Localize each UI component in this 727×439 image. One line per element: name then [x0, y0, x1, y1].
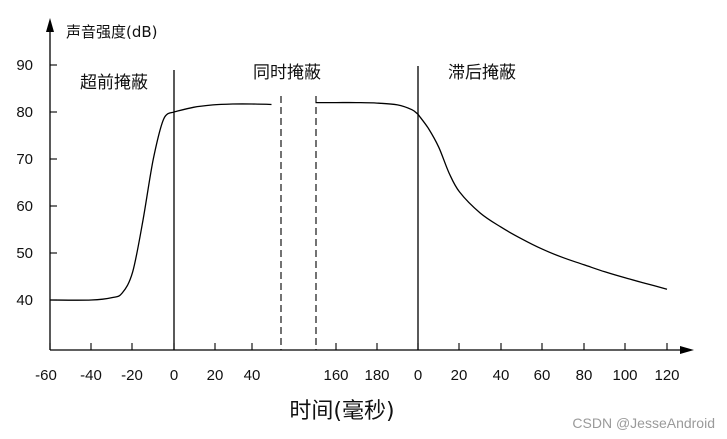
y-tick-label: 90: [16, 57, 33, 74]
region-label-pre: 超前掩蔽: [80, 73, 148, 93]
x-tick-label: -40: [80, 367, 102, 384]
masking-curve-post-3: [417, 113, 668, 290]
x-tick-label: 120: [654, 367, 679, 384]
x-tick-label: 180: [364, 367, 389, 384]
y-axis-arrow: [46, 18, 54, 32]
masking-curve-pre-0: [49, 111, 175, 301]
dividers: [173, 66, 419, 350]
x-tick-label: 20: [451, 367, 468, 384]
y-tick-label: 60: [16, 198, 33, 215]
x-tick-label: 20: [207, 367, 224, 384]
y-tick-label: 80: [16, 104, 33, 121]
series-group: [49, 101, 668, 301]
y-ticks: 40 50 60 70 80 90: [16, 57, 57, 309]
masking-curve-simul-2: [315, 101, 419, 115]
x-tick-label: 40: [244, 367, 261, 384]
x-axis-title: 时间(毫秒): [289, 399, 394, 424]
x-tick-label: -60: [35, 367, 57, 384]
masking-curve-simul-1: [173, 103, 272, 113]
y-tick-label: 70: [16, 151, 33, 168]
x-tick-label: 0: [414, 367, 422, 384]
region-label-post: 滞后掩蔽: [448, 63, 516, 83]
x-axis-arrow: [680, 346, 694, 354]
x-tick-label: 100: [612, 367, 637, 384]
x-tick-label: -20: [121, 367, 143, 384]
x-tick-label: 0: [170, 367, 178, 384]
x-ticks: -60 -40 -20 0 20 40 160 180 0 20 40 60 80 100 120: [35, 343, 680, 384]
x-tick-label: 60: [534, 367, 551, 384]
y-axis-title: 声音强度(dB): [66, 23, 158, 41]
x-tick-label: 80: [576, 367, 593, 384]
y-tick-label: 50: [16, 245, 33, 262]
x-tick-label: 40: [493, 367, 510, 384]
axes: [46, 18, 694, 354]
region-label-simul: 同时掩蔽: [253, 63, 321, 83]
x-tick-label: 160: [323, 367, 348, 384]
watermark: CSDN @JesseAndroid: [572, 415, 715, 431]
y-tick-label: 40: [16, 292, 33, 309]
